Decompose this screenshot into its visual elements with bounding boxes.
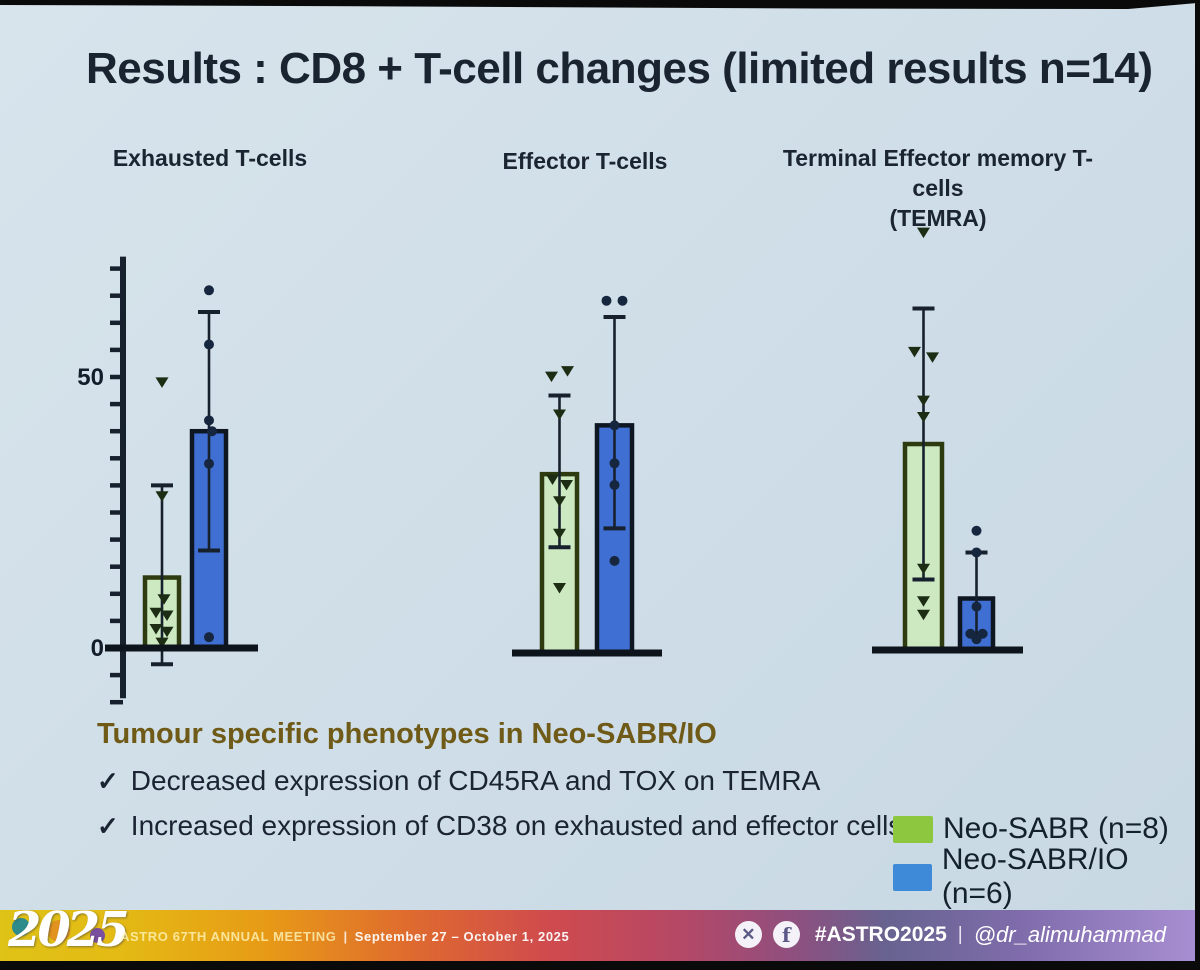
bar-chart-temra xyxy=(872,227,1023,654)
legend-item-neo-sabr: Neo-SABR (n=8) xyxy=(893,812,1200,846)
bar-chart-exhausted: 0 50 xyxy=(77,256,258,705)
page-title: Results : CD8 + T-cell changes (limited … xyxy=(86,44,1153,93)
meeting-dates: September 27 – October 1, 2025 xyxy=(354,929,570,944)
footer-banner: 2025 ASTRO 67TH ANNUAL MEETING | September… xyxy=(0,902,1200,961)
bullet-text: Decreased expression of CD45RA and TOX o… xyxy=(130,765,821,796)
photo-edge-bottom xyxy=(0,961,1200,970)
notes-heading: Tumour specific phenotypes in Neo-SABR/I… xyxy=(97,718,717,750)
svg-text:0: 0 xyxy=(91,635,104,662)
separator: | xyxy=(343,929,348,944)
checkmark-icon: ✓ xyxy=(97,766,119,796)
x-icon: ✕ xyxy=(734,921,762,948)
legend-label: Neo-SABR (n=8) xyxy=(943,812,1169,845)
logo-dot xyxy=(48,920,70,942)
svg-text:50: 50 xyxy=(77,364,104,391)
list-item: ✓ Increased expression of CD38 on exhaus… xyxy=(97,810,917,842)
bar-chart-effector xyxy=(512,295,662,657)
chart-title-exhausted: Exhausted T-cells xyxy=(112,145,308,171)
twitter-handle: @dr_alimuhammad xyxy=(973,921,1166,947)
astro-2025-logo: 2025 xyxy=(8,902,130,964)
photo-edge-top xyxy=(0,0,1200,9)
notes-block: Tumour specific phenotypes in Neo-SABR/I… xyxy=(97,718,917,855)
facebook-icon: f xyxy=(772,921,800,948)
legend-item-neo-sabr-io: Neo-SABR/IO (n=6) xyxy=(893,843,1200,910)
logo-dot xyxy=(90,928,105,943)
footer-meeting-text: ASTRO 67TH ANNUAL MEETING | September 27 –… xyxy=(120,929,569,944)
legend-swatch-green xyxy=(893,815,933,843)
separator: | xyxy=(957,923,963,945)
list-item: ✓ Decreased expression of CD45RA and TOX… xyxy=(97,765,917,797)
chart-title-temra-line2: (TEMRA) xyxy=(889,204,987,231)
chart-title-temra: Terminal Effector memory T-cells (TEMRA) xyxy=(782,144,1094,234)
logo-dot xyxy=(12,918,30,936)
chart-title-temra-line1: Terminal Effector memory T-cells xyxy=(782,145,1094,201)
legend-label: Neo-SABR/IO (n=6) xyxy=(941,843,1129,910)
hashtag-text: #ASTRO2025 xyxy=(814,922,947,946)
meeting-name: ASTRO 67TH ANNUAL MEETING xyxy=(120,929,337,944)
checkmark-icon: ✓ xyxy=(97,811,119,841)
footer-social: ✕ f #ASTRO2025 | @dr_alimuhammad xyxy=(734,921,1166,948)
logo-year-text: 2025 xyxy=(8,902,130,958)
chart-legend: Neo-SABR (n=8) Neo-SABR/IO (n=6) xyxy=(893,812,1200,910)
photo-edge-right xyxy=(1195,0,1200,970)
chart-title-effector: Effector T-cells xyxy=(502,148,668,174)
bullet-text: Increased expression of CD38 on exhauste… xyxy=(130,810,903,841)
legend-swatch-blue xyxy=(893,863,932,891)
